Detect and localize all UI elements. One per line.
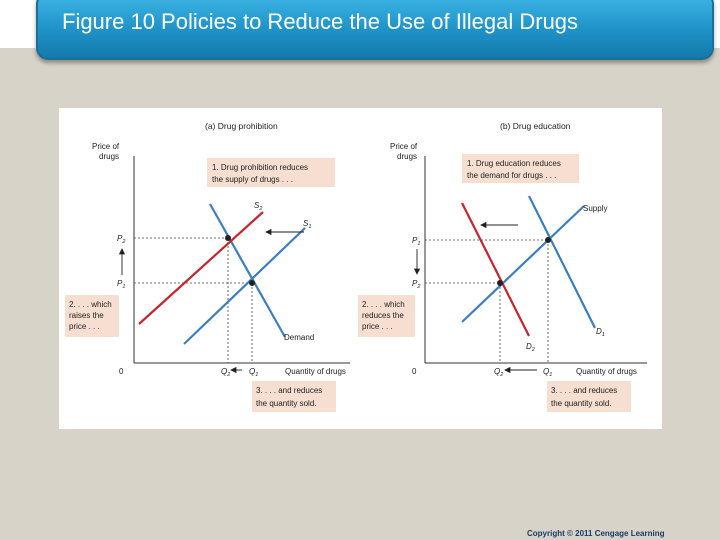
panel-a-p2-label: P2	[117, 234, 125, 245]
panel-b-q1-label: Q1	[543, 367, 552, 378]
panel-a-y-label-2: drugs	[99, 152, 119, 161]
panel-b-p2-label: P2	[412, 279, 420, 290]
panel-a-q2-label: Q2	[221, 367, 230, 378]
figure-diagram: (a) Drug prohibition Price of drugs Quan…	[65, 121, 647, 412]
panel-a-new-equilibrium	[225, 235, 231, 241]
panel-b-note-3-box	[547, 381, 631, 412]
panel-b-note-3b: the quantity sold.	[551, 399, 611, 408]
panel-b-old-equilibrium	[545, 237, 551, 243]
panel-b-supply-curve	[461, 205, 585, 323]
panel-a-note-3-box	[252, 381, 336, 412]
panel-a-demand-label: Demand	[284, 333, 314, 342]
panel-b-note-2c: price . . .	[362, 322, 393, 331]
panel-b-x-label: Quantity of drugs	[576, 367, 637, 376]
panel-b-note-1-box	[462, 154, 579, 183]
panel-b-y-label: Price of	[390, 142, 418, 151]
panel-a-note-1-box	[207, 158, 335, 187]
panel-a-s1-label: S1	[303, 219, 311, 230]
panel-b-new-equilibrium	[497, 280, 503, 286]
panel-a-note-3b: the quantity sold.	[256, 399, 316, 408]
panel-b-demand-d2-curve	[461, 202, 530, 337]
panel-b-heading: (b) Drug education	[500, 121, 571, 131]
panel-b-note-1: 1. Drug education reduces	[467, 159, 561, 168]
panel-b-note-3: 3. . . . and reduces	[551, 386, 617, 395]
panel-a-note-2c: price . . .	[69, 322, 100, 331]
panel-a-note-2: 2. . . . which	[69, 300, 112, 309]
panel-a-origin: 0	[119, 367, 124, 376]
figure-panel: (a) Drug prohibition Price of drugs Quan…	[59, 108, 662, 429]
panel-b-d2-label: D2	[526, 342, 535, 353]
title-bar	[36, 0, 714, 60]
panel-a-s2-label: S2	[254, 201, 262, 212]
panel-b-d1-label: D1	[596, 327, 605, 338]
panel-a-note-1: 1. Drug prohibition reduces	[212, 163, 308, 172]
slide-title: Figure 10 Policies to Reduce the Use of …	[62, 9, 579, 34]
panel-a-q1-label: Q1	[249, 367, 258, 378]
panel-b-supply-label: Supply	[583, 204, 607, 213]
panel-b-note-2-box	[358, 295, 415, 337]
copyright-notice: Copyright © 2011 Cengage Learning	[527, 529, 665, 538]
panel-a-supply-s2-curve	[138, 211, 264, 325]
panel-b-note-1b: the demand for drugs . . .	[467, 171, 556, 180]
panel-a-note-2b: raises the	[69, 311, 104, 320]
panel-b-demand-d1-curve	[528, 195, 596, 329]
panel-b-p1-label: P1	[412, 236, 420, 247]
panel-a-note-2-box	[65, 295, 119, 337]
panel-a-heading: (a) Drug prohibition	[205, 121, 278, 131]
panel-a-note-3: 3. . . . and reduces	[256, 386, 322, 395]
panel-b-note-2: 2. . . . which	[362, 300, 405, 309]
panel-b-note-2b: reduces the	[362, 311, 404, 320]
panel-b: (b) Drug education Price of drugs Quanti…	[358, 121, 647, 412]
panel-a-x-label: Quantity of drugs	[285, 367, 346, 376]
panel-a-note-1b: the supply of drugs . . .	[212, 175, 293, 184]
panel-a: (a) Drug prohibition Price of drugs Quan…	[65, 121, 350, 412]
panel-a-y-label: Price of	[92, 142, 120, 151]
panel-b-y-label-2: drugs	[397, 152, 417, 161]
panel-a-supply-s1-curve	[183, 227, 306, 345]
panel-b-origin: 0	[412, 367, 417, 376]
panel-a-demand-curve	[209, 203, 286, 338]
panel-b-q2-label: Q2	[494, 367, 503, 378]
panel-a-old-equilibrium	[249, 280, 255, 286]
panel-a-p1-label: P1	[117, 279, 125, 290]
